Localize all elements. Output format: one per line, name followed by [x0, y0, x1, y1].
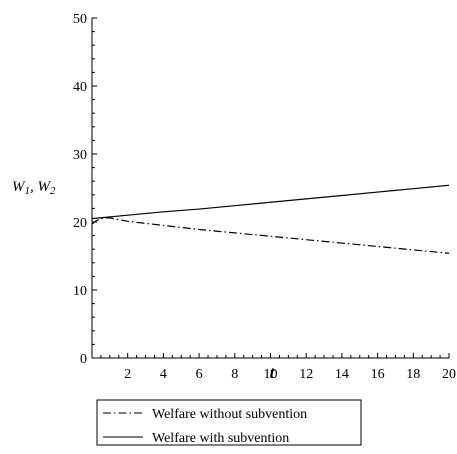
x-tick-label: 2: [124, 367, 131, 382]
y-tick-label: 50: [73, 12, 87, 27]
y-tick-label: 0: [80, 352, 87, 367]
x-tick-label: 4: [160, 367, 167, 382]
x-tick-label: 20: [442, 367, 456, 382]
axes: [91, 18, 449, 359]
y-label-sep: ,: [30, 179, 38, 195]
y-tick-label: 20: [73, 216, 87, 231]
legend-label-with-subvention: Welfare with subvention: [152, 431, 289, 446]
legend-label-without-subvention: Welfare without subvention: [152, 407, 307, 422]
y-label-w1: W: [12, 179, 26, 195]
x-tick-label: 10: [264, 367, 278, 382]
series-layer: [91, 184, 450, 254]
x-tick-label: 12: [299, 367, 313, 382]
x-tick-label: 6: [196, 367, 203, 382]
series-line-without-subvention: [91, 217, 450, 254]
x-axis-ticks: 2 4 6 8 10 12 14 16 18 20: [100, 353, 456, 382]
x-axis-label: t: [270, 363, 276, 382]
y-label-w1-sub: 1: [25, 185, 31, 197]
legend: Welfare without subvention Welfare with …: [96, 399, 362, 446]
x-tick-label: 16: [371, 367, 385, 382]
y-axis-ticks: 0 10 20 30 40 50: [73, 12, 97, 367]
y-tick-label: 10: [73, 284, 87, 299]
y-label-w2-sub: 2: [50, 185, 56, 197]
x-tick-label: 8: [231, 367, 238, 382]
y-label-w2: W: [38, 179, 52, 195]
y-tick-label: 30: [73, 148, 87, 163]
x-tick-label: 18: [406, 367, 420, 382]
x-tick-label: 14: [335, 367, 349, 382]
y-tick-label: 40: [73, 80, 87, 95]
series-line-with-subvention: [91, 184, 450, 220]
y-axis-label: W1, W2: [12, 179, 56, 197]
